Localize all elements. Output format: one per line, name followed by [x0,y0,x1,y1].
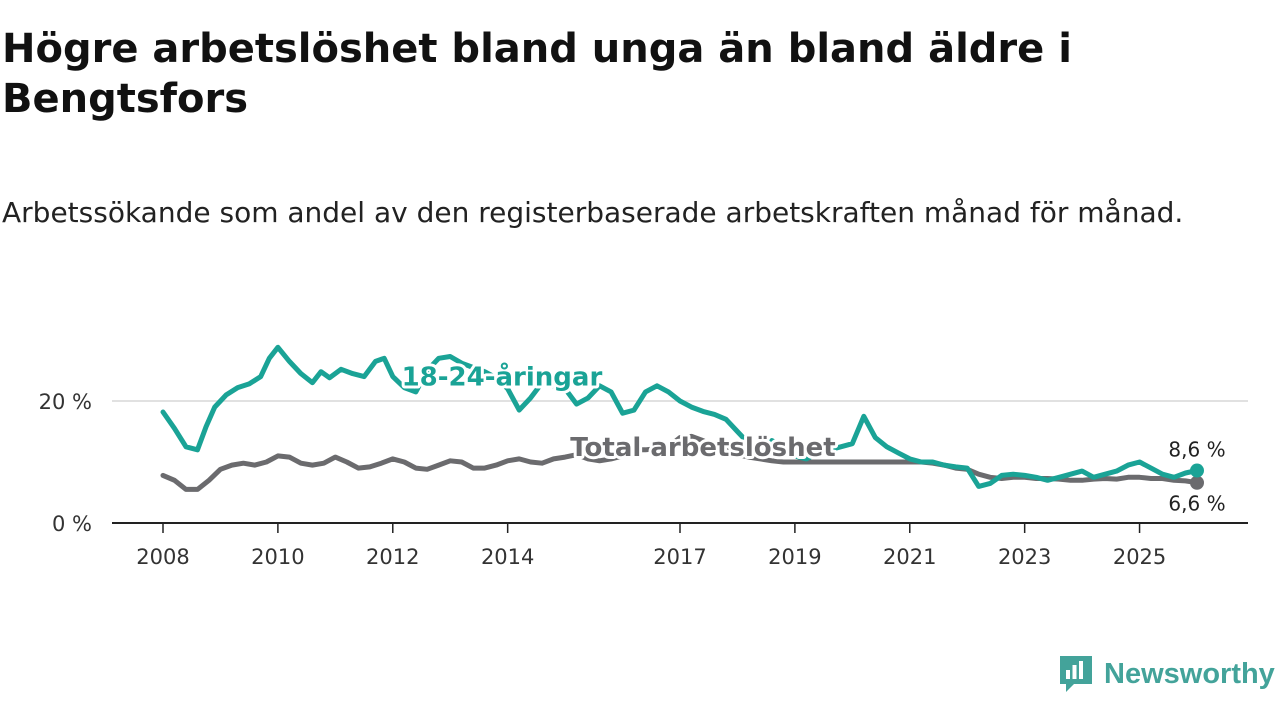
series-name-label: 18-24-åringar [402,361,603,393]
x-tick-label: 2012 [366,545,419,569]
series-line [160,344,1200,489]
newsworthy-logo: Newsworthy [1058,654,1275,694]
brand-name: Newsworthy [1104,657,1275,690]
x-tick-label: 2014 [481,545,534,569]
x-tick-label: 2008 [136,545,189,569]
x-tick-label: 2023 [998,545,1051,569]
chart-title: Högre arbetslöshet bland unga än bland ä… [2,26,1072,122]
chart-subtitle: Arbetssökande som andel av den registerb… [2,196,1184,229]
series-end-point [1190,475,1204,490]
axis-layer: 0 % 20 % 2008 2010 2012 2014 2017 2019 2021 2023 2… [39,390,1248,569]
line-chart: 0 % 20 % 2008 2010 2012 2014 2017 2019 2021 2023 2… [39,344,1248,569]
data-label: 6,6 % [1168,492,1225,516]
data-label: 8,6 % [1168,438,1225,462]
y-tick-label: 20 % [39,390,92,414]
series-layer [160,344,1204,492]
x-tick-label: 2017 [653,545,706,569]
y-tick-label: 0 % [52,512,92,536]
x-tick-label: 2021 [883,545,936,569]
newsworthy-logo-icon [1060,656,1092,692]
series-end-point [1190,463,1204,478]
x-tick-label: 2019 [768,545,821,569]
label-layer: 18-24-åringar Total arbetslöshet 8,6 % 6,6 … [399,358,1228,518]
x-tick-label: 2025 [1113,545,1166,569]
x-tick-label: 2010 [251,545,304,569]
series-name-label: Total arbetslöshet [570,433,835,463]
